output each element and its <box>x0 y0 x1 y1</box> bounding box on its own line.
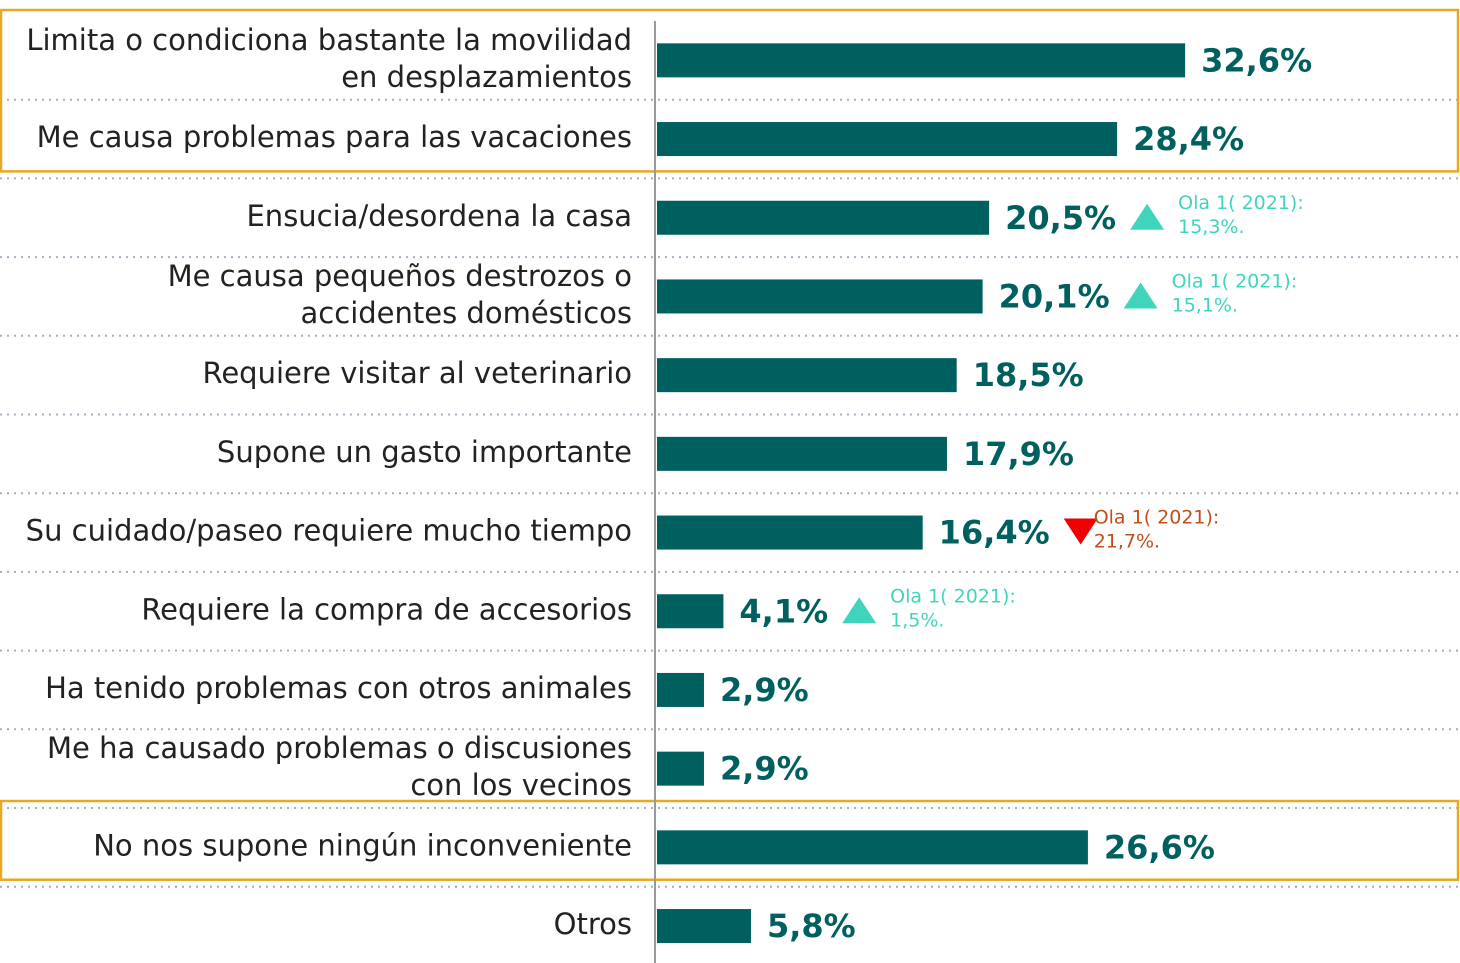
bar <box>657 909 751 944</box>
category-label: Requiere la compra de accesorios <box>141 592 632 626</box>
trend-arrow <box>1130 203 1165 230</box>
bar <box>657 358 957 393</box>
value-label: 20,1% <box>999 277 1110 315</box>
bar <box>657 830 1088 865</box>
category-label: Su cuidado/paseo requiere mucho tiempo <box>26 514 632 548</box>
value-label: 20,5% <box>1005 199 1116 237</box>
bar <box>657 515 923 550</box>
category-label: Limita o condiciona bastante la movilida… <box>26 23 632 94</box>
value-label: 18,5% <box>973 356 1084 394</box>
bar <box>657 436 947 471</box>
category-label: Ha tenido problemas con otros animales <box>45 671 632 705</box>
bar <box>657 594 724 629</box>
value-label: 5,8% <box>767 907 856 945</box>
annotation: Ola 1( 2021): 15,1%. <box>1172 270 1298 316</box>
category-label: Me ha causado problemas o discusiones con… <box>47 731 632 802</box>
highlight-box <box>0 8 1460 173</box>
highlight-box <box>0 799 1460 881</box>
bar <box>657 200 990 235</box>
bar <box>657 43 1186 78</box>
trend-arrow <box>1063 518 1098 545</box>
annotation: Ola 1( 2021): 21,7%. <box>1094 506 1220 552</box>
value-label: 17,9% <box>963 435 1074 473</box>
category-label: Me causa pequeños destrozos o accidentes … <box>168 259 632 330</box>
value-label: 32,6% <box>1201 41 1312 79</box>
value-label: 28,4% <box>1133 120 1244 158</box>
category-label: Requiere visitar al veterinario <box>202 356 632 390</box>
trend-arrow <box>842 597 877 624</box>
value-label: 2,9% <box>720 750 809 788</box>
category-label: Otros <box>554 907 632 941</box>
annotation: Ola 1( 2021): 15,3%. <box>1178 191 1304 237</box>
bar <box>657 279 983 314</box>
bar <box>657 122 1118 157</box>
bar <box>657 672 704 707</box>
annotation: Ola 1( 2021): 1,5%. <box>890 585 1016 631</box>
category-label: Ensucia/desordena la casa <box>246 199 632 233</box>
category-label: Me causa problemas para las vacaciones <box>37 120 632 154</box>
value-label: 2,9% <box>720 671 809 709</box>
value-label: 4,1% <box>739 592 828 630</box>
category-label: No nos supone ningún inconveniente <box>93 828 632 862</box>
trend-arrow <box>1123 282 1158 309</box>
bar <box>657 751 704 786</box>
category-label: Supone un gasto importante <box>217 435 632 469</box>
value-label: 26,6% <box>1104 828 1215 866</box>
value-label: 16,4% <box>939 514 1050 552</box>
